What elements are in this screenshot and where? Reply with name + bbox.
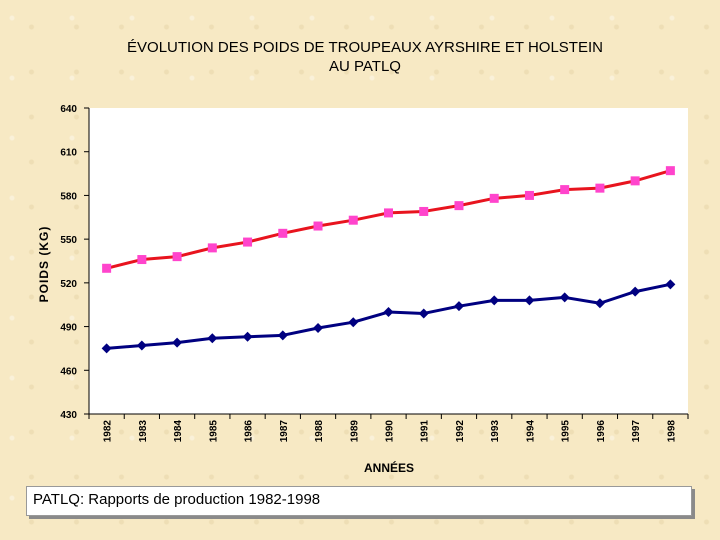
y-tick-label: 610 [60, 148, 77, 159]
series-1-point [243, 237, 253, 247]
x-axis-label: ANNÉES [364, 460, 414, 475]
source-caption: PATLQ: Rapports de production 1982-1998 [33, 491, 321, 508]
series-2-point [136, 340, 147, 351]
x-tick-label: 1984 [173, 420, 184, 443]
series-2-point [665, 279, 676, 290]
chart-title-line-1: ÉVOLUTION DES POIDS DE TROUPEAUX AYRSHIR… [127, 39, 603, 56]
series-2-point [101, 343, 112, 354]
x-tick-label: 1997 [631, 420, 642, 443]
series-1-point [489, 193, 499, 203]
series-1-point [278, 228, 288, 238]
y-tick-label: 550 [60, 235, 77, 246]
series-1-point [384, 208, 393, 218]
x-tick-label: 1990 [385, 420, 396, 443]
series-1-point [172, 252, 182, 262]
y-axis-label: POIDS (KG) [37, 226, 51, 303]
series-2-point [172, 337, 183, 348]
series-1-point [348, 215, 358, 225]
x-tick-label: 1986 [244, 420, 255, 443]
y-tick-label: 580 [60, 191, 77, 202]
x-tick-label: 1996 [596, 420, 607, 443]
series-1-point [560, 185, 570, 195]
series-1-point [313, 221, 323, 231]
x-tick-label: 1989 [349, 420, 360, 443]
series-1-point [524, 190, 534, 200]
x-tick-label: 1988 [314, 420, 325, 443]
series-2-point [594, 298, 605, 309]
series-2-point [383, 307, 394, 317]
x-tick-label: 1991 [420, 420, 431, 443]
series-2-point [242, 331, 253, 342]
x-tick-label: 1983 [138, 420, 149, 443]
chart-title-line-2: AU PATLQ [329, 58, 401, 75]
series-1-point [630, 176, 640, 186]
source-caption-box: PATLQ: Rapports de production 1982-1998 [26, 486, 692, 516]
series-2-point [559, 292, 570, 303]
y-tick-label: 430 [60, 410, 77, 421]
series-1-point [454, 201, 464, 211]
chart-title: ÉVOLUTION DES POIDS DE TROUPEAUX AYRSHIR… [60, 38, 670, 76]
y-tick-label: 490 [60, 323, 77, 334]
series-2-point [207, 333, 218, 344]
series-2-point [348, 317, 359, 328]
x-tick-label: 1994 [525, 420, 536, 443]
x-tick-label: 1993 [490, 420, 501, 443]
x-tick-label: 1987 [279, 420, 290, 443]
x-tick-label: 1985 [208, 420, 219, 443]
series-2-point [277, 330, 288, 341]
y-tick-label: 640 [60, 104, 77, 115]
series-2-point [313, 323, 324, 334]
plot-area [89, 108, 688, 414]
series-1-point [102, 263, 112, 273]
x-tick-label: 1992 [455, 420, 466, 443]
series-1-point [595, 183, 605, 193]
series-2-point [489, 295, 500, 306]
series-2-point [418, 308, 429, 319]
series-1-point [207, 243, 217, 253]
y-tick-label: 460 [60, 366, 77, 377]
series-2-point [630, 286, 641, 297]
x-tick-label: 1982 [103, 420, 114, 443]
x-tick-label: 1998 [666, 420, 677, 443]
series-1-point [419, 206, 429, 216]
y-tick-label: 520 [60, 279, 77, 290]
series-1-point [665, 166, 675, 176]
series-1-point [137, 255, 147, 265]
x-tick-label: 1995 [561, 420, 572, 443]
series-2-point [524, 295, 535, 306]
series-2-point [453, 301, 464, 312]
